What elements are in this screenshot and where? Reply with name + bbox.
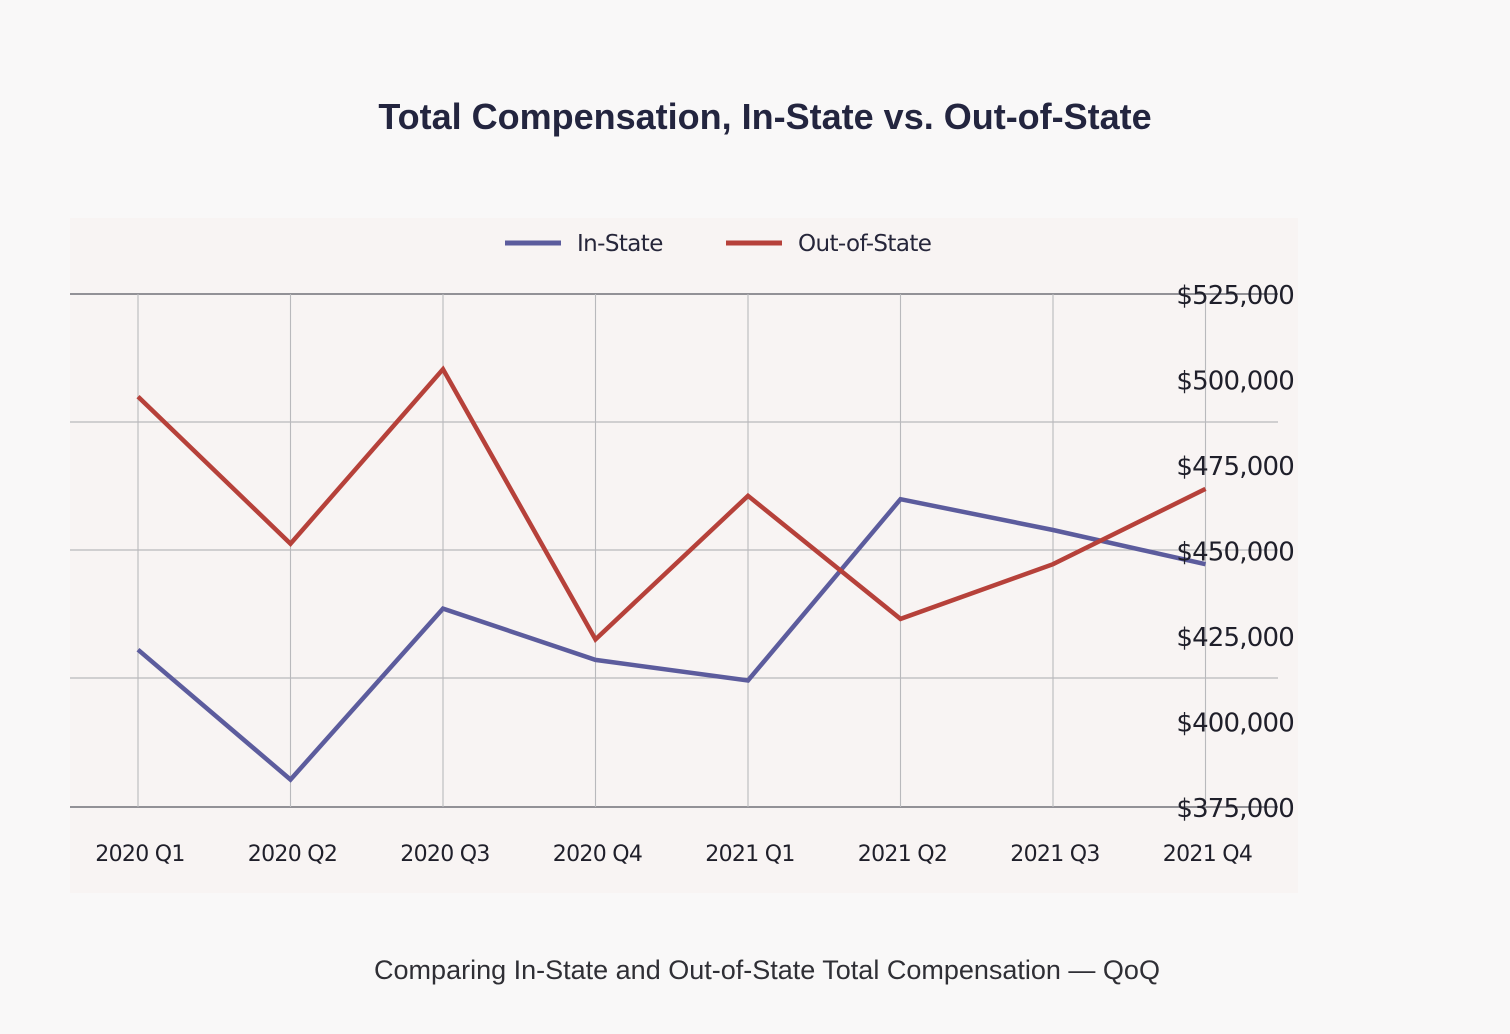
x-tick-label: 2020 Q3 <box>400 842 489 867</box>
y-tick-label: $400,000 <box>1176 709 1294 739</box>
y-tick-label: $525,000 <box>1176 281 1294 311</box>
series-line-in-state <box>136 496 1206 783</box>
grid-lines <box>70 293 1278 808</box>
x-axis-tick-labels: 2020 Q1 2020 Q2 2020 Q3 2020 Q4 2021 Q1 2021 … <box>95 842 1253 867</box>
x-tick-label: 2021 Q3 <box>1010 842 1099 867</box>
series-line-out-of-state <box>136 365 1207 644</box>
x-tick-label: 2021 Q1 <box>705 842 794 867</box>
x-tick-label: 2020 Q4 <box>553 842 642 867</box>
legend: In-State Out-of-State <box>505 231 932 257</box>
x-tick-label: 2020 Q2 <box>248 842 337 867</box>
line-chart: $525,000 $500,000 $475,000 $450,000 $425,000… <box>70 231 1295 867</box>
y-axis-tick-labels: $525,000 $500,000 $475,000 $450,000 $425,000… <box>1176 281 1294 824</box>
y-tick-label: $500,000 <box>1176 367 1294 397</box>
chart-title: Total Compensation, In-State vs. Out-of-… <box>378 96 1152 137</box>
y-tick-label: $475,000 <box>1176 452 1294 482</box>
series-lines <box>136 365 1207 783</box>
legend-item: In-State <box>505 231 663 257</box>
legend-label: In-State <box>577 231 663 257</box>
x-tick-label: 2021 Q4 <box>1163 842 1252 867</box>
y-tick-label: $375,000 <box>1176 794 1294 824</box>
legend-item: Out-of-State <box>726 231 932 257</box>
chart-caption: Comparing In-State and Out-of-State Tota… <box>374 955 1160 985</box>
x-tick-label: 2020 Q1 <box>95 842 184 867</box>
chart-panel: $525,000 $500,000 $475,000 $450,000 $425,000… <box>70 218 1298 893</box>
legend-label: Out-of-State <box>798 231 931 257</box>
y-tick-label: $450,000 <box>1176 538 1294 568</box>
x-tick-label: 2021 Q2 <box>858 842 947 867</box>
y-tick-label: $425,000 <box>1176 623 1294 653</box>
